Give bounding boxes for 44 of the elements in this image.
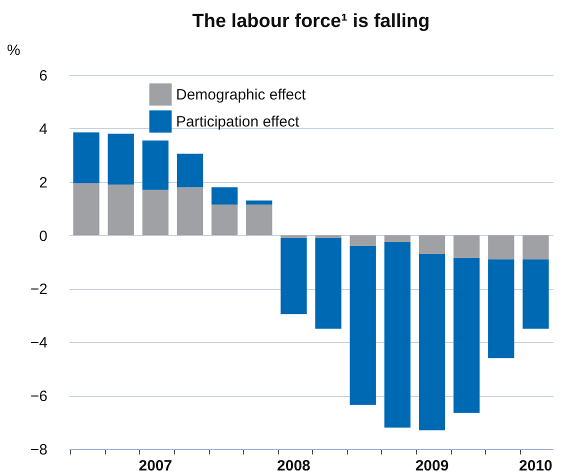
x-tick-label: 2008 xyxy=(277,458,310,471)
y-tick-label: −8 xyxy=(30,442,48,458)
y-tick-label: 6 xyxy=(39,68,48,84)
y-axis-title: % xyxy=(7,42,20,59)
bar xyxy=(522,235,549,260)
bar xyxy=(454,258,480,413)
bar xyxy=(212,187,238,205)
legend-label: Participation effect xyxy=(176,114,300,130)
bar xyxy=(142,140,168,190)
bar xyxy=(212,204,238,236)
y-tick-label: 2 xyxy=(39,174,48,192)
x-tick-label: 2007 xyxy=(138,458,172,471)
y-tick-label: −6 xyxy=(30,388,48,406)
bar xyxy=(384,235,410,242)
bar xyxy=(73,132,100,184)
bar xyxy=(350,235,376,246)
bar xyxy=(418,235,446,254)
bar xyxy=(488,235,514,260)
y-tick-label: −4 xyxy=(30,334,48,352)
bar xyxy=(384,242,410,428)
bar xyxy=(488,259,514,358)
legend-label: Demographic effect xyxy=(176,86,307,104)
bar xyxy=(522,259,549,329)
bar xyxy=(176,154,204,188)
bar xyxy=(142,190,168,236)
y-tick-label: 0 xyxy=(39,228,48,245)
bar xyxy=(246,204,272,236)
bar xyxy=(280,235,307,238)
chart-title: The labour force¹ is falling xyxy=(192,11,430,32)
bar xyxy=(315,235,342,238)
bar xyxy=(246,200,272,205)
y-tick-label: 4 xyxy=(39,120,48,138)
bar xyxy=(315,238,342,329)
x-tick-label: 2009 xyxy=(415,458,449,471)
bar xyxy=(73,183,100,236)
x-tick-label: 2010 xyxy=(519,458,552,471)
bar xyxy=(108,184,134,236)
bar xyxy=(418,254,446,430)
bar xyxy=(176,187,204,236)
y-tick-label: −2 xyxy=(30,281,48,298)
bar xyxy=(108,134,134,185)
bar xyxy=(350,246,376,405)
bar xyxy=(280,238,307,314)
bar xyxy=(454,235,480,258)
